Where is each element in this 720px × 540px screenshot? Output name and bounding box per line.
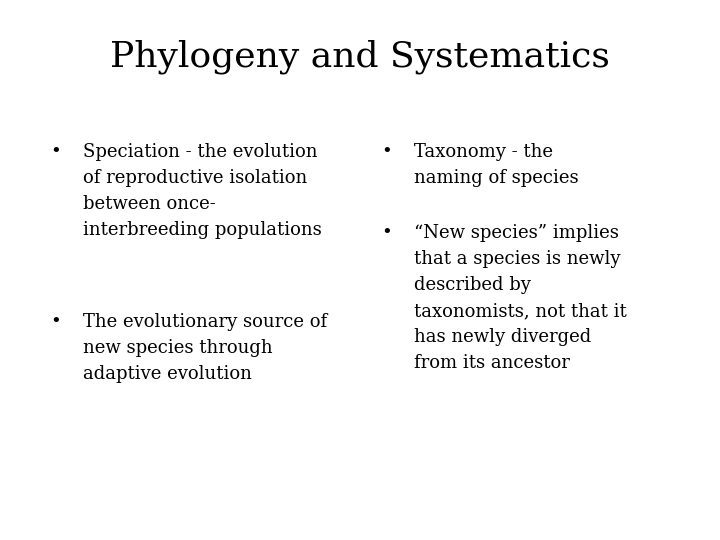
Text: interbreeding populations: interbreeding populations [83, 221, 322, 239]
Text: taxonomists, not that it: taxonomists, not that it [414, 302, 626, 320]
Text: The evolutionary source of: The evolutionary source of [83, 313, 327, 331]
Text: •: • [50, 313, 61, 331]
Text: •: • [382, 143, 392, 161]
Text: adaptive evolution: adaptive evolution [83, 365, 252, 383]
Text: described by: described by [414, 276, 531, 294]
Text: Speciation - the evolution: Speciation - the evolution [83, 143, 318, 161]
Text: naming of species: naming of species [414, 169, 579, 187]
Text: Taxonomy - the: Taxonomy - the [414, 143, 553, 161]
Text: from its ancestor: from its ancestor [414, 354, 570, 372]
Text: has newly diverged: has newly diverged [414, 328, 591, 346]
Text: •: • [50, 143, 61, 161]
Text: between once-: between once- [83, 195, 215, 213]
Text: that a species is newly: that a species is newly [414, 250, 621, 268]
Text: “New species” implies: “New species” implies [414, 224, 619, 242]
Text: •: • [382, 224, 392, 242]
Text: of reproductive isolation: of reproductive isolation [83, 169, 307, 187]
Text: Phylogeny and Systematics: Phylogeny and Systematics [110, 39, 610, 74]
Text: new species through: new species through [83, 339, 272, 357]
